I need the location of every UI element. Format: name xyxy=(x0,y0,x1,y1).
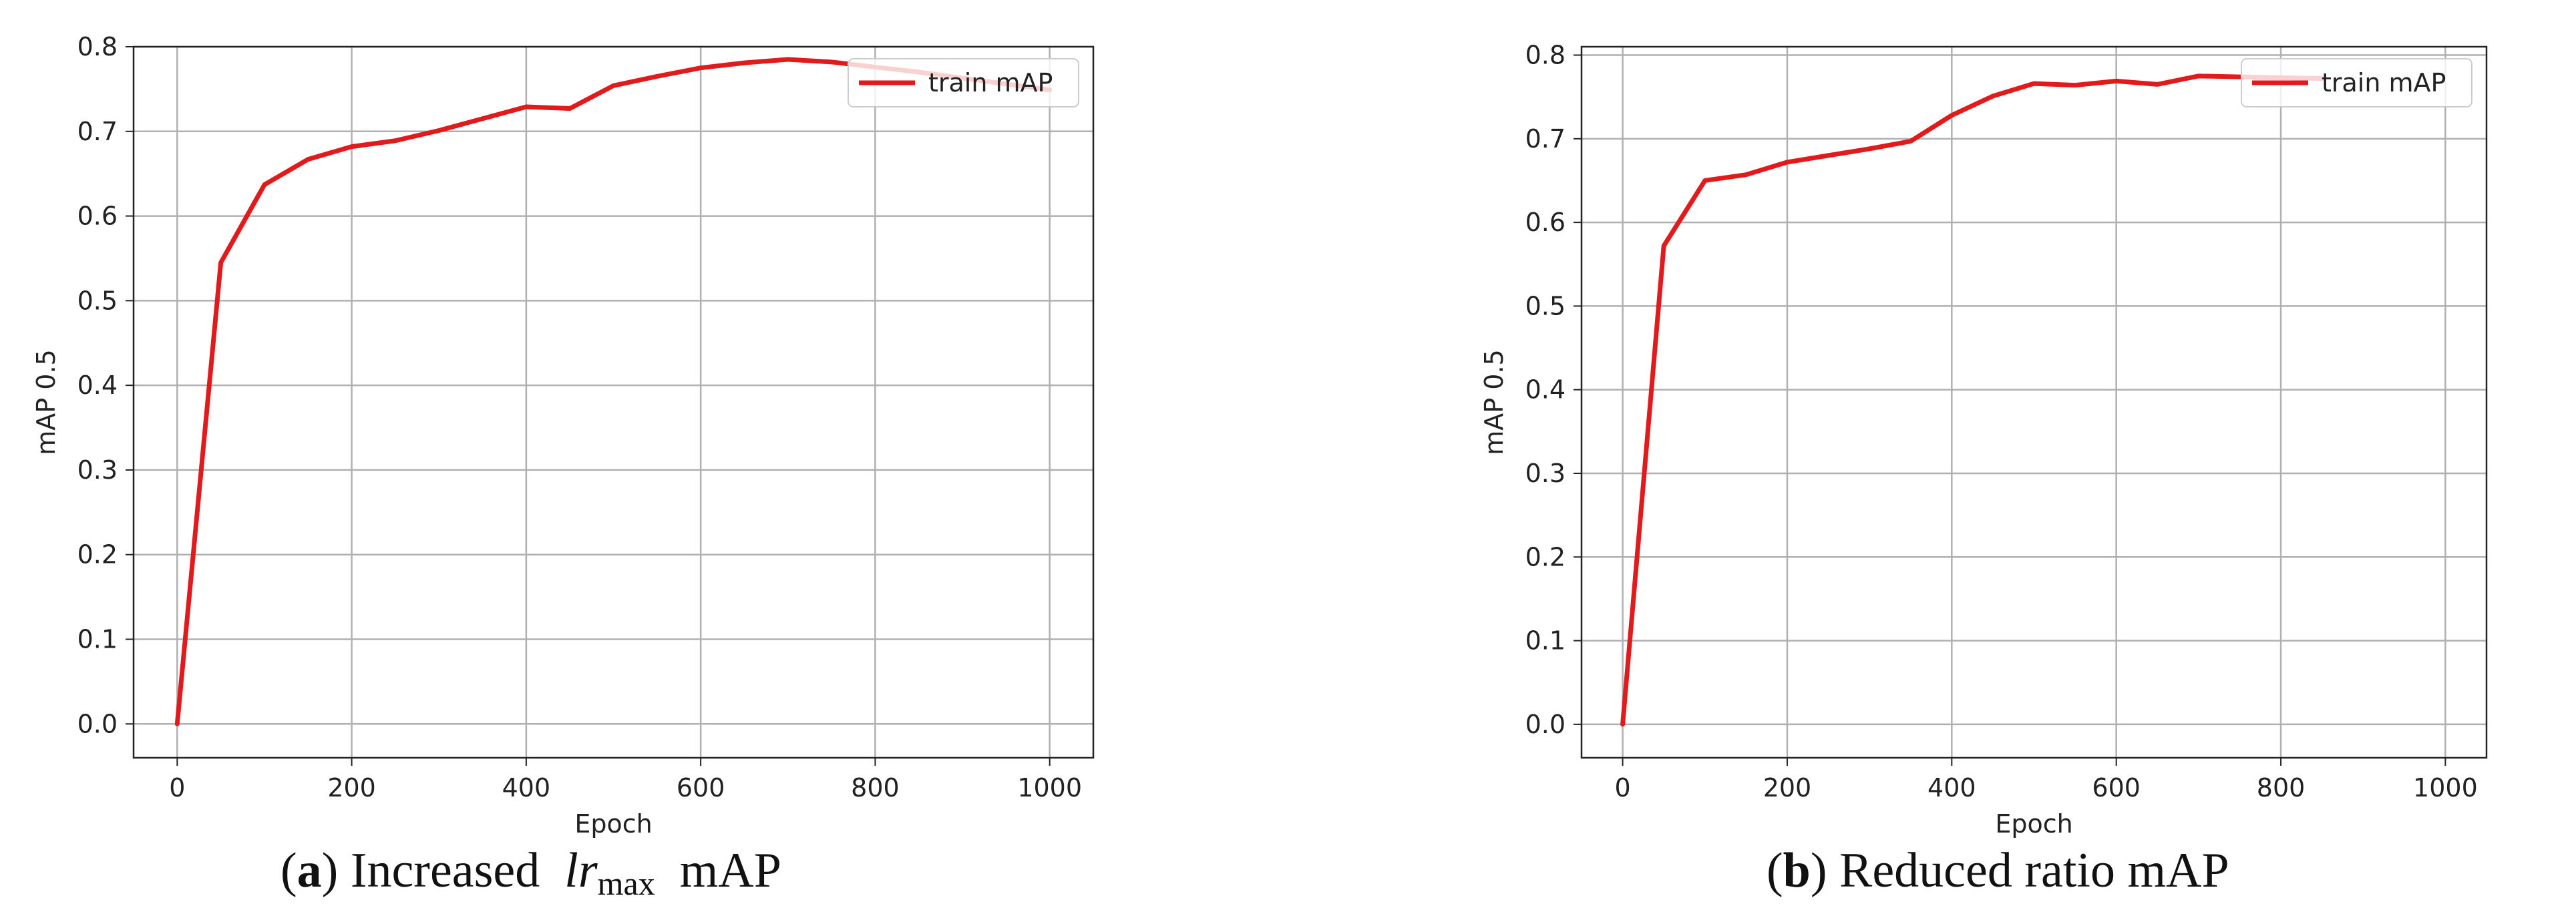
x-tick-label: 600 xyxy=(677,773,725,802)
y-tick-label: 0.0 xyxy=(77,709,118,738)
plot-frame xyxy=(1580,45,2488,759)
y-tick-label: 0.0 xyxy=(1525,710,1566,739)
y-tick-label: 0.2 xyxy=(77,540,118,569)
caption-text: Reduced ratio mAP xyxy=(1839,843,2229,898)
line-chart-b: 0 200 400 600 800 1000 0.0 0.1 0.2 0.3 0.4 0.5 0.6 0.… xyxy=(1479,41,2488,839)
y-tick-label: 0.6 xyxy=(1525,208,1566,237)
x-tick-label: 1000 xyxy=(2413,773,2478,802)
x-tick-label: 0 xyxy=(169,773,185,802)
series-line-train-map xyxy=(174,57,1053,726)
x-tick-label: 400 xyxy=(502,773,551,802)
x-tick-label: 1000 xyxy=(1017,773,1082,802)
y-tick-label: 0.4 xyxy=(1525,375,1566,405)
y-tick-label: 0.1 xyxy=(77,625,118,654)
y-tick-label: 0.3 xyxy=(77,455,118,485)
y-axis-label: mAP 0.5 xyxy=(31,349,61,455)
plot-frame xyxy=(132,45,1095,759)
x-axis-label: Epoch xyxy=(1995,809,2072,839)
caption-letter: b xyxy=(1783,843,1811,898)
y-tick-label: 0.2 xyxy=(1525,542,1566,571)
caption-text: Increased xyxy=(350,843,540,898)
series-line-train-map xyxy=(1620,73,2325,727)
caption-b: (b) Reduced ratio mAP xyxy=(1767,843,2229,898)
caption-letter: a xyxy=(297,843,322,898)
legend-box xyxy=(848,58,1079,107)
chart-panel-a: 0 200 400 600 800 1000 0.0 0.1 0.2 0.3 0.4 0.5 0.6 0.… xyxy=(31,32,1095,902)
x-tick-label: 200 xyxy=(1763,773,1812,802)
y-tick-label: 0.8 xyxy=(77,32,118,61)
y-tick-label: 0.5 xyxy=(1525,291,1566,320)
legend-label: train mAP xyxy=(2322,68,2446,97)
caption-math-var: lr xyxy=(564,843,598,898)
y-tick-label: 0.7 xyxy=(1525,124,1566,154)
caption-a: (a) Increased lrmax mAP xyxy=(281,843,781,902)
legend-box xyxy=(2241,58,2472,107)
x-axis-label: Epoch xyxy=(574,809,652,839)
y-axis-label: mAP 0.5 xyxy=(1479,349,1509,455)
x-tick-label: 200 xyxy=(327,773,376,802)
legend-label: train mAP xyxy=(928,68,1053,97)
line-chart-a: 0 200 400 600 800 1000 0.0 0.1 0.2 0.3 0.4 0.5 0.6 0.… xyxy=(31,32,1095,839)
y-tick-label: 0.3 xyxy=(1525,459,1566,488)
y-tick-label: 0.7 xyxy=(77,117,118,146)
x-tick-label: 600 xyxy=(2092,773,2141,802)
x-tick-label: 400 xyxy=(1927,773,1976,802)
x-tick-label: 0 xyxy=(1614,773,1630,802)
y-tick-label: 0.4 xyxy=(77,371,118,400)
x-tick-label: 800 xyxy=(851,773,900,802)
y-tick-label: 0.6 xyxy=(77,202,118,231)
caption-text-post: mAP xyxy=(679,843,781,898)
caption-math-sub: max xyxy=(597,865,655,902)
chart-panel-b: 0 200 400 600 800 1000 0.0 0.1 0.2 0.3 0.4 0.5 0.6 0.… xyxy=(1288,0,2575,918)
y-tick-label: 0.8 xyxy=(1525,41,1566,70)
y-tick-label: 0.5 xyxy=(77,286,118,315)
y-tick-label: 0.1 xyxy=(1525,626,1566,656)
x-tick-label: 800 xyxy=(2257,773,2306,802)
